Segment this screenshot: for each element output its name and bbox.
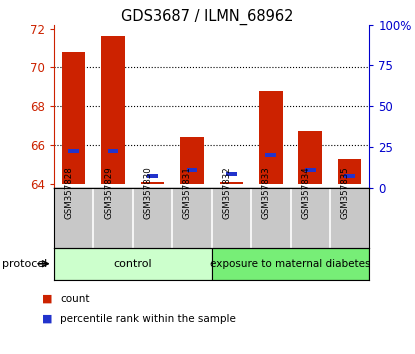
Bar [226,172,237,176]
Bar [220,182,243,184]
Bar [259,91,283,184]
Bar [344,174,355,178]
Bar [187,168,197,172]
Bar [212,248,369,280]
Text: control: control [113,259,152,269]
Bar [62,52,85,184]
Text: GSM357831: GSM357831 [183,166,192,219]
Bar [141,182,164,184]
Text: GSM357829: GSM357829 [104,166,113,219]
Bar [101,36,125,184]
Bar [68,149,79,153]
Text: GSM357828: GSM357828 [65,166,74,219]
Bar [108,149,118,153]
Text: GSM357835: GSM357835 [341,166,350,219]
Bar [305,168,315,172]
Text: count: count [60,294,90,304]
Bar [54,248,212,280]
Text: GSM357830: GSM357830 [144,166,153,219]
Text: GSM357833: GSM357833 [262,166,271,219]
Bar [147,174,158,178]
Text: protocol: protocol [2,259,47,269]
Bar [338,159,361,184]
Text: exposure to maternal diabetes: exposure to maternal diabetes [210,259,371,269]
Bar [298,131,322,184]
Text: percentile rank within the sample: percentile rank within the sample [60,314,236,324]
Text: ■: ■ [42,294,52,304]
Text: GDS3687 / ILMN_68962: GDS3687 / ILMN_68962 [121,9,294,25]
Text: ■: ■ [42,314,52,324]
Bar [266,153,276,157]
Text: GSM357834: GSM357834 [301,166,310,219]
Bar [180,137,204,184]
Text: GSM357832: GSM357832 [222,166,232,219]
